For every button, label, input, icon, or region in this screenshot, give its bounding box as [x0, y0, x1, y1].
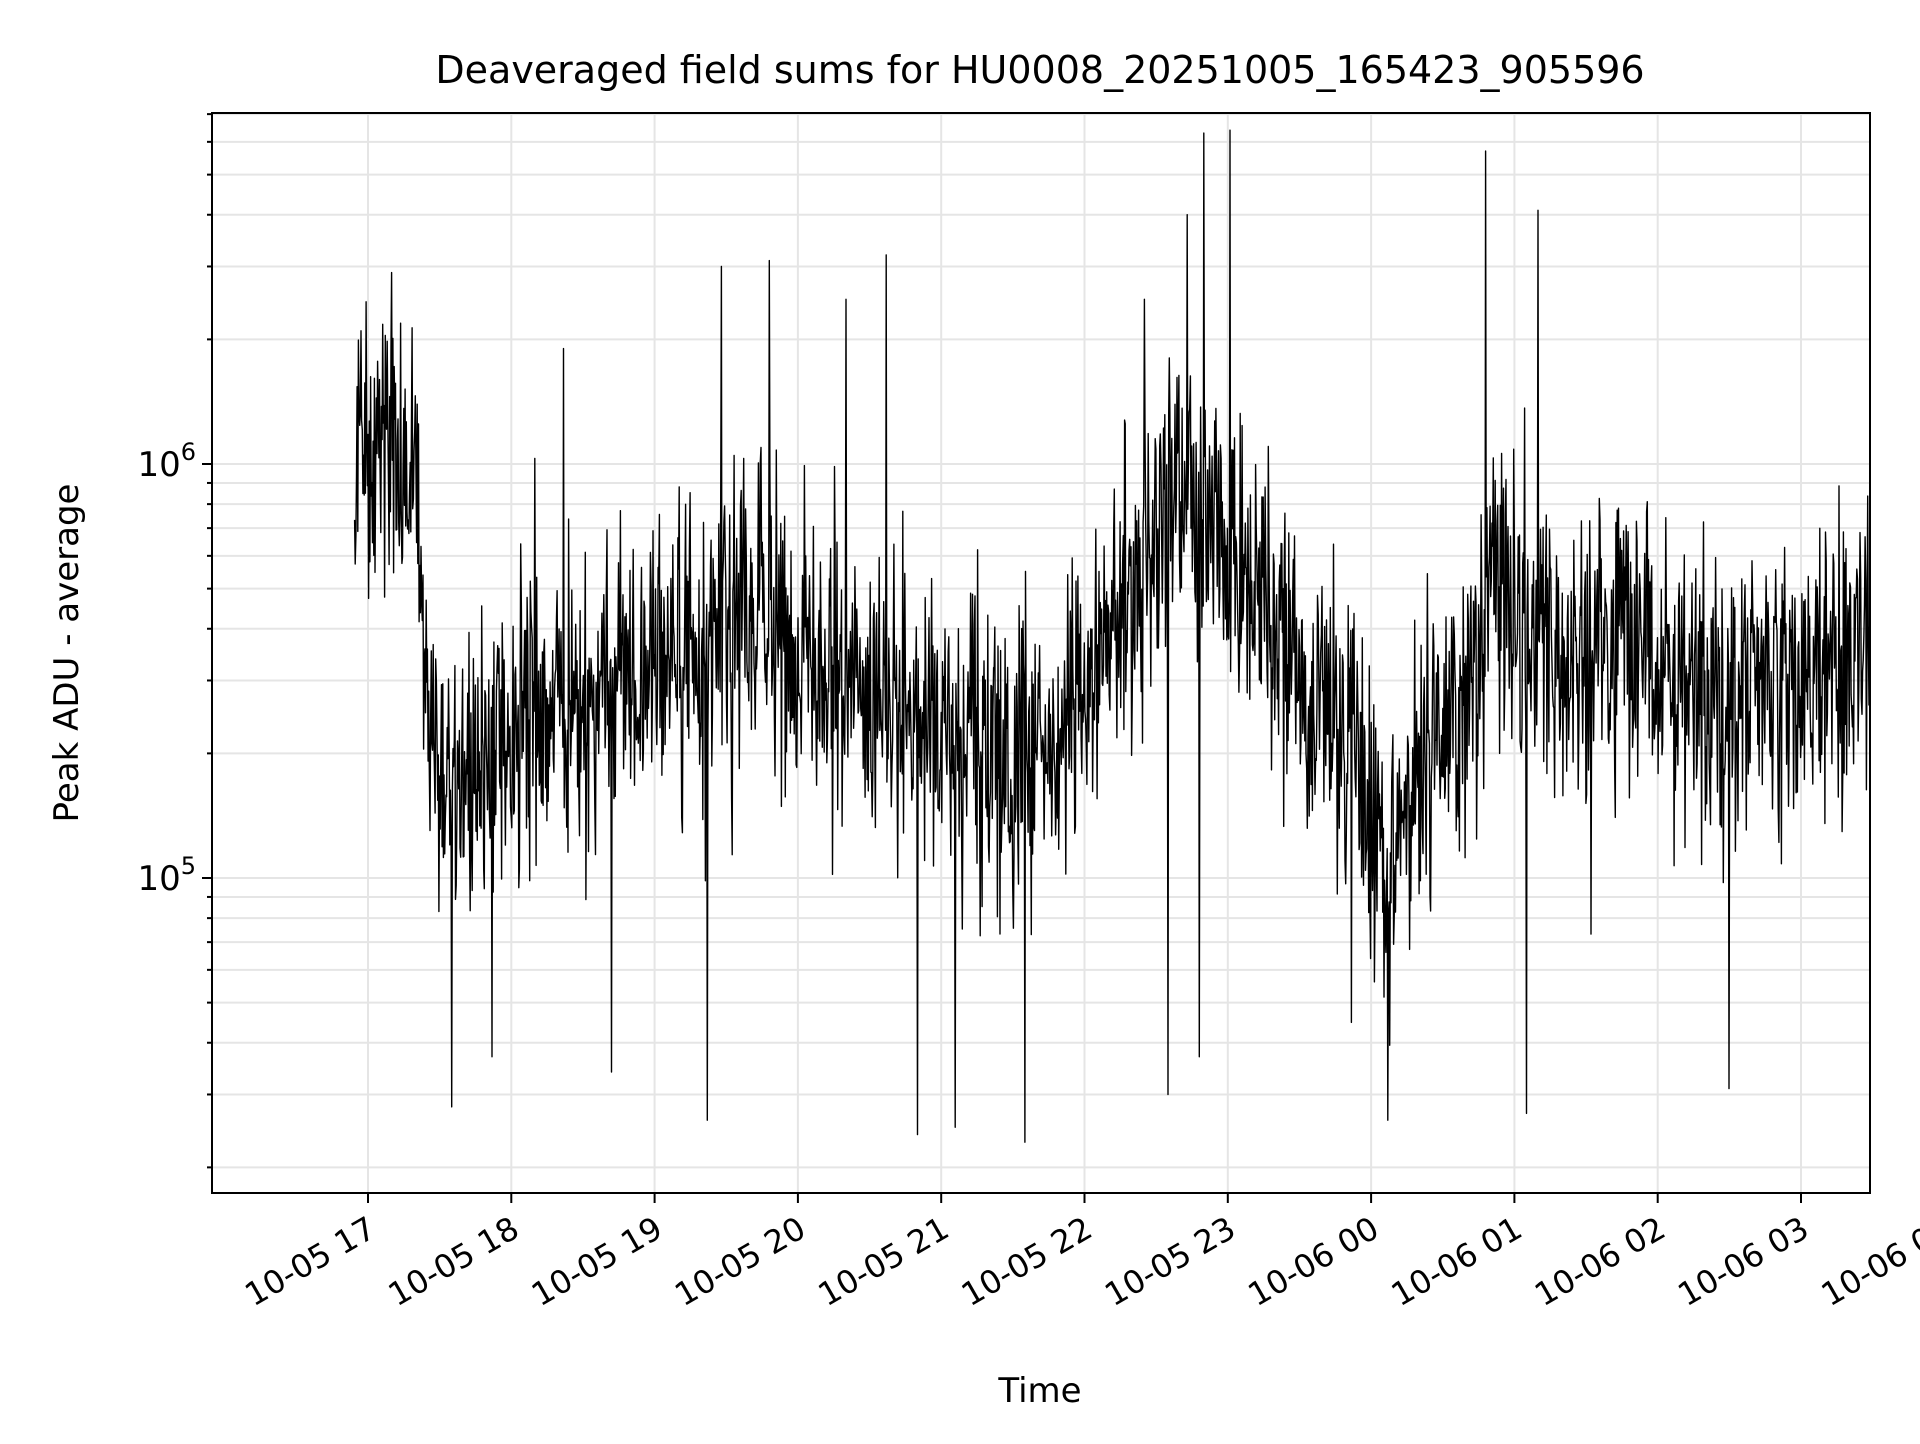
y-axis: 105 106	[137, 113, 212, 1169]
plot-frame	[211, 112, 1871, 1194]
chart-title: Deaveraged field sums for HU0008_2025100…	[435, 48, 1644, 92]
series-line	[353, 129, 1870, 1143]
x-axis-label: Time	[997, 1371, 1081, 1411]
series-group	[353, 129, 1870, 1143]
y-axis-label: Peak ADU - average	[47, 484, 87, 823]
y-tick-label: 106	[137, 438, 196, 485]
y-tick-label: 105	[137, 852, 196, 899]
